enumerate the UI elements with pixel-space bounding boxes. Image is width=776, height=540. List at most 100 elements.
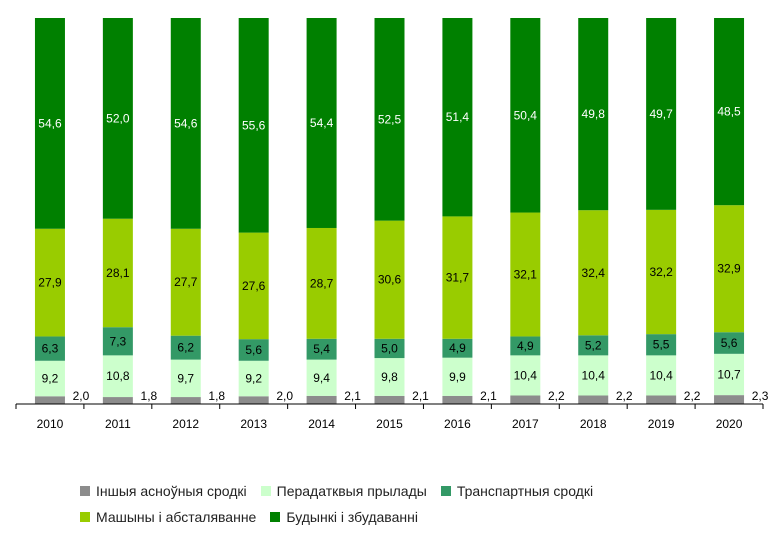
x-tick-label-2014: 2014 — [308, 417, 335, 431]
bar-segment-transmission-2010 — [34, 360, 65, 397]
bar-segment-buildings-2018 — [578, 18, 609, 211]
bar-segment-vehicles-2013 — [238, 339, 269, 361]
data-label-vehicles-2020: 5,6 — [721, 336, 738, 350]
data-label-machinery-2012: 27,7 — [174, 275, 198, 289]
data-label-transmission-2017: 10,4 — [514, 368, 538, 382]
data-label-transmission-2011: 10,8 — [106, 369, 130, 383]
bar-segment-buildings-2017 — [510, 18, 541, 213]
legend-item-other-assets: Іншыя асноўныя сродкі — [80, 483, 247, 499]
bar-segment-buildings-2011 — [102, 18, 133, 219]
data-label-machinery-2015: 30,6 — [378, 273, 402, 287]
x-tick-label-2018: 2018 — [580, 417, 607, 431]
bar-segment-buildings-2015 — [374, 18, 405, 221]
data-label-transmission-2019: 10,4 — [649, 368, 673, 382]
legend-item-transmission: Перадатквыя прылады — [260, 483, 427, 499]
legend: Іншыя асноўныя сродкі Перадатквыя прылад… — [80, 478, 700, 530]
x-tick-label-2016: 2016 — [444, 417, 471, 431]
x-tick-label-2019: 2019 — [648, 417, 675, 431]
data-label-vehicles-2014: 5,4 — [313, 342, 330, 356]
x-tick-label-2017: 2017 — [512, 417, 539, 431]
data-label-buildings-2020: 48,5 — [717, 105, 741, 119]
bar-segment-other-assets-2016 — [442, 395, 473, 404]
bar-segment-transmission-2012 — [170, 359, 201, 398]
data-label-buildings-2016: 51,4 — [446, 110, 470, 124]
data-label-other-assets-2016: 2,1 — [480, 389, 497, 403]
bar-segment-machinery-2020 — [714, 205, 745, 333]
bar-segment-machinery-2014 — [306, 227, 337, 339]
x-tick-label-2011: 2011 — [105, 417, 131, 431]
data-label-machinery-2016: 31,7 — [446, 271, 470, 285]
data-label-other-assets-2017: 2,2 — [548, 389, 565, 403]
legend-swatch-machinery — [80, 512, 90, 522]
data-label-buildings-2017: 50,4 — [514, 108, 538, 122]
data-label-other-assets-2018: 2,2 — [616, 389, 633, 403]
bar-segment-transmission-2019 — [646, 355, 677, 396]
bar-segment-other-assets-2012 — [170, 397, 201, 404]
data-label-machinery-2018: 32,4 — [582, 266, 606, 280]
data-label-transmission-2015: 9,8 — [381, 370, 398, 384]
data-label-vehicles-2019: 5,5 — [653, 338, 670, 352]
data-label-other-assets-2014: 2,1 — [344, 389, 361, 403]
bar-segment-vehicles-2011 — [102, 327, 133, 356]
data-label-vehicles-2013: 5,6 — [245, 343, 262, 357]
bar-segment-vehicles-2017 — [510, 336, 541, 356]
data-label-other-assets-2015: 2,1 — [412, 389, 429, 403]
data-label-vehicles-2015: 5,0 — [381, 341, 398, 355]
data-label-other-assets-2011: 1,8 — [141, 389, 158, 403]
bar-segment-buildings-2013 — [238, 18, 269, 233]
bar-segment-vehicles-2020 — [714, 332, 745, 354]
data-label-other-assets-2010: 2,0 — [73, 389, 90, 403]
data-label-buildings-2011: 52,0 — [106, 111, 130, 125]
data-label-transmission-2016: 9,9 — [449, 370, 466, 384]
bar-segment-machinery-2013 — [238, 232, 269, 340]
legend-swatch-buildings — [270, 512, 281, 522]
bar-segment-machinery-2017 — [510, 212, 541, 337]
data-label-machinery-2014: 28,7 — [310, 276, 334, 290]
bar-segment-other-assets-2010 — [34, 396, 65, 404]
bar-segment-transmission-2016 — [442, 357, 473, 396]
data-label-vehicles-2016: 4,9 — [449, 341, 466, 355]
x-tick-label-2015: 2015 — [376, 417, 403, 431]
bar-segment-vehicles-2014 — [306, 338, 337, 360]
data-label-buildings-2013: 55,6 — [242, 118, 266, 132]
data-label-transmission-2020: 10,7 — [717, 367, 741, 381]
data-label-machinery-2017: 32,1 — [514, 267, 538, 281]
data-label-transmission-2014: 9,4 — [313, 371, 330, 385]
bar-segment-transmission-2011 — [102, 355, 133, 398]
bar-segment-transmission-2013 — [238, 360, 269, 397]
data-label-transmission-2013: 9,2 — [245, 372, 262, 386]
legend-item-buildings: Будынкі і збудаванні — [270, 509, 418, 525]
data-label-buildings-2018: 49,8 — [582, 107, 606, 121]
data-label-vehicles-2017: 4,9 — [517, 339, 534, 353]
bar-segment-buildings-2019 — [646, 18, 677, 210]
bar-segment-machinery-2019 — [646, 209, 677, 335]
bar-segment-other-assets-2017 — [510, 395, 541, 404]
legend-label-buildings: Будынкі і збудаванні — [286, 509, 418, 525]
bar-segment-vehicles-2015 — [374, 338, 405, 359]
bar-segment-machinery-2015 — [374, 220, 405, 339]
data-label-buildings-2019: 49,7 — [649, 107, 673, 121]
bar-segment-transmission-2018 — [578, 355, 609, 396]
legend-row-2: Машыны і абсталяванне Будынкі і збудаван… — [80, 504, 700, 530]
bar-segment-vehicles-2012 — [170, 335, 201, 360]
bar-segment-machinery-2018 — [578, 210, 609, 336]
x-tick-label-2020: 2020 — [716, 417, 743, 431]
legend-swatch-vehicles — [440, 486, 451, 496]
legend-label-vehicles: Транспартныя сродкі — [456, 483, 594, 499]
bar-segment-vehicles-2018 — [578, 335, 609, 356]
data-label-machinery-2019: 32,2 — [649, 265, 673, 279]
bar-segment-other-assets-2020 — [714, 395, 745, 404]
legend-label-transmission: Перадатквыя прылады — [276, 483, 427, 499]
data-label-buildings-2012: 54,6 — [174, 116, 198, 130]
bar-segment-transmission-2017 — [510, 355, 541, 396]
bar-segment-vehicles-2019 — [646, 334, 677, 356]
legend-label-machinery: Машыны і абсталяванне — [96, 509, 257, 525]
legend-item-machinery: Машыны і абсталяванне — [80, 509, 256, 525]
bar-segment-other-assets-2015 — [374, 395, 405, 404]
bar-segment-other-assets-2018 — [578, 395, 609, 404]
legend-item-vehicles: Транспартныя сродкі — [440, 483, 594, 499]
legend-row-1: Іншыя асноўныя сродкі Перадатквыя прылад… — [80, 478, 700, 504]
data-label-other-assets-2012: 1,8 — [208, 389, 225, 403]
x-tick-label-2013: 2013 — [240, 417, 267, 431]
